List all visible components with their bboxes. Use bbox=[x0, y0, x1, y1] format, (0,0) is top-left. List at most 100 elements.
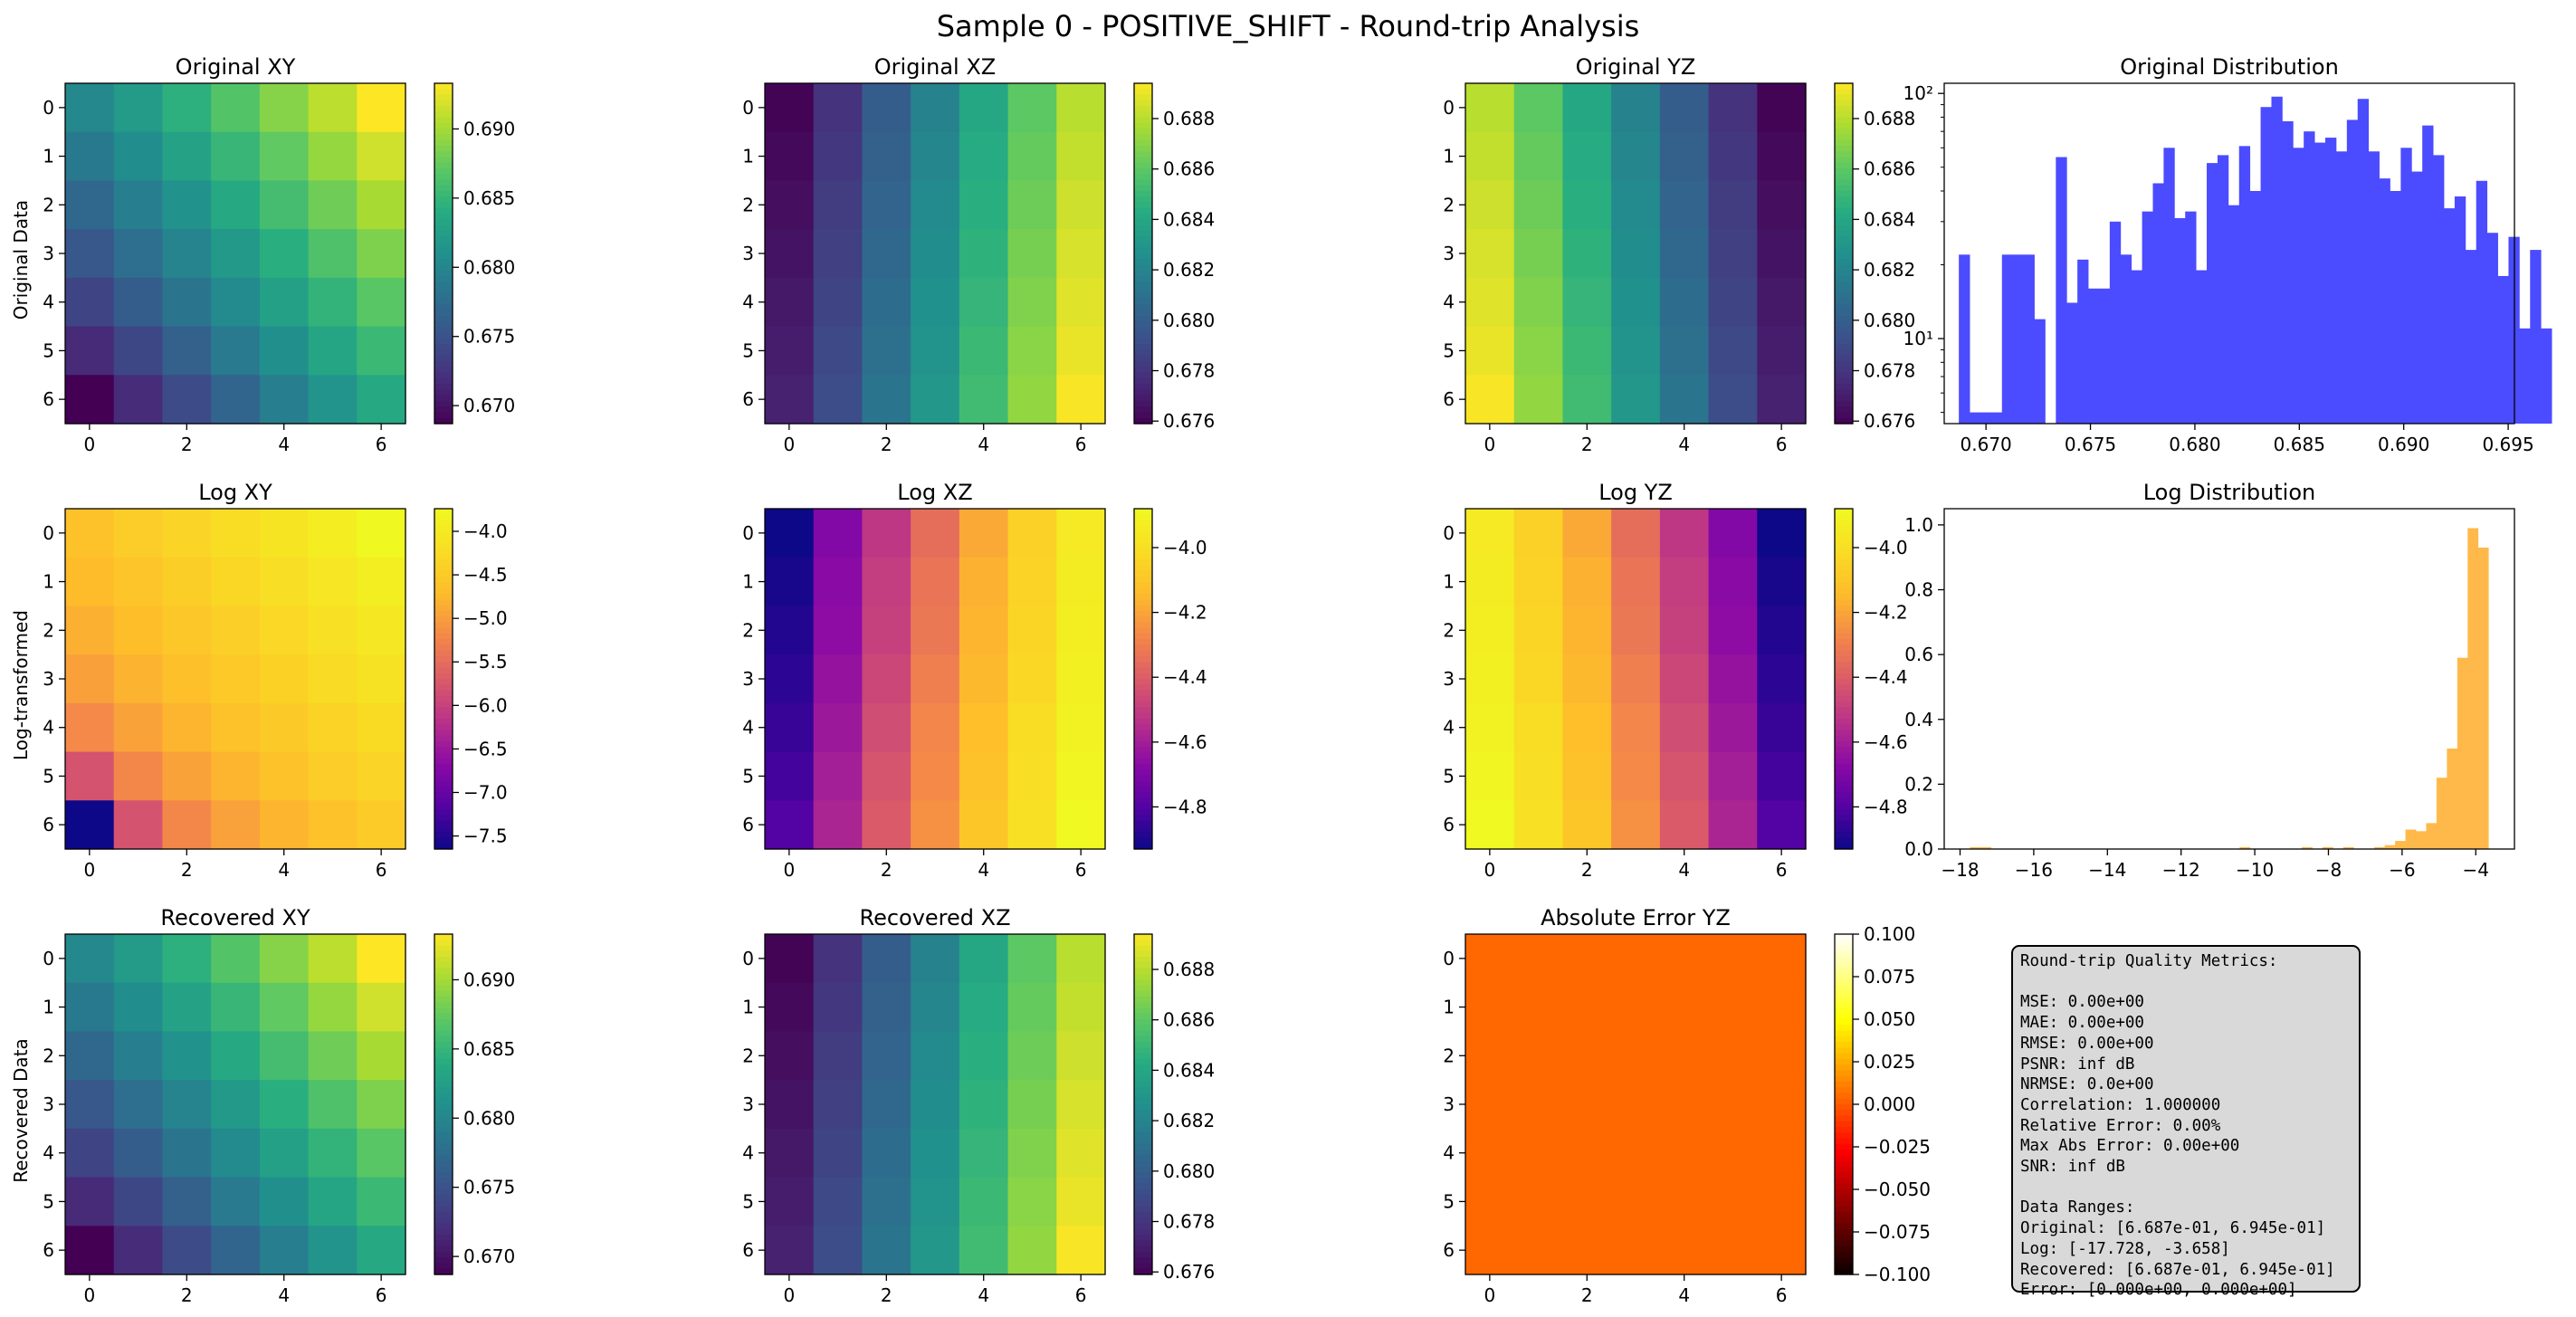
histogram-bar bbox=[2400, 148, 2412, 425]
colorbar-segment bbox=[1835, 673, 1853, 680]
histogram-bar bbox=[2374, 846, 2386, 849]
x-tick-label: 4 bbox=[1678, 859, 1690, 881]
colorbar-segment bbox=[434, 548, 453, 555]
heatmap-cell bbox=[308, 1031, 358, 1081]
colorbar-segment bbox=[434, 129, 453, 135]
heatmap-cell bbox=[1757, 751, 1807, 801]
colorbar-segment bbox=[1835, 264, 1853, 272]
histogram-bar bbox=[2447, 748, 2458, 849]
heatmap-cell bbox=[959, 1031, 1009, 1081]
colorbar-segment bbox=[1835, 1104, 1853, 1111]
colorbar-segment bbox=[434, 1064, 453, 1071]
colorbar-segment bbox=[1835, 610, 1853, 617]
heatmap-cell bbox=[1465, 1226, 1515, 1275]
heatmap-cell bbox=[1562, 1177, 1612, 1226]
colorbar: −4.0 −4.5 −5.0 −5.5 −6.0 −6.5 −7.0 −7.5 bbox=[434, 508, 508, 850]
colorbar-segment bbox=[1835, 1115, 1853, 1122]
colorbar-segment bbox=[434, 587, 453, 595]
heatmap-cell bbox=[308, 606, 358, 655]
heatmap-cell bbox=[113, 1177, 164, 1226]
colorbar-segment bbox=[1134, 605, 1152, 612]
heatmap-cell bbox=[1659, 654, 1710, 704]
colorbar-segment bbox=[1134, 747, 1152, 754]
heatmap-cell bbox=[211, 702, 261, 753]
colorbar-segment bbox=[1835, 1030, 1853, 1037]
histogram-bar bbox=[2357, 99, 2370, 424]
heatmap-cell bbox=[1611, 1226, 1661, 1275]
y-tick-label: 0.2 bbox=[1904, 773, 1933, 795]
x-tick-label: −6 bbox=[2389, 859, 2415, 881]
heatmap-cell bbox=[1708, 751, 1758, 801]
colorbar-tick-label: 0.685 bbox=[463, 187, 515, 209]
x-tick-label: 0 bbox=[783, 1284, 795, 1306]
colorbar-segment bbox=[434, 570, 453, 577]
colorbar-tick-label: 0.688 bbox=[1163, 959, 1215, 980]
colorbar-segment bbox=[1835, 644, 1853, 652]
histogram-bar bbox=[2293, 148, 2304, 425]
colorbar-segment bbox=[1134, 644, 1152, 652]
colorbar-segment bbox=[434, 111, 453, 119]
x-tick-label: 0 bbox=[83, 859, 95, 881]
heatmap-cell bbox=[259, 180, 310, 230]
y-tick-label: 4 bbox=[1443, 291, 1455, 313]
y-tick-label: 0 bbox=[742, 948, 754, 969]
colorbar-segment bbox=[434, 616, 453, 623]
colorbar-tick-label: −5.0 bbox=[463, 607, 508, 629]
heatmap-cell bbox=[1056, 1080, 1106, 1130]
colorbar-segment bbox=[434, 179, 453, 186]
x-tick-label: 4 bbox=[278, 434, 290, 455]
heatmap-cell bbox=[357, 751, 406, 801]
histogram-bar bbox=[2098, 288, 2111, 424]
heatmap-cell bbox=[113, 83, 164, 133]
heatmap-cell bbox=[1562, 375, 1612, 425]
colorbar-segment bbox=[1134, 735, 1152, 742]
histogram-bar bbox=[2497, 275, 2509, 424]
colorbar-segment bbox=[1835, 196, 1853, 204]
colorbar-segment bbox=[434, 1172, 453, 1179]
colorbar-segment bbox=[1134, 310, 1152, 317]
heatmap-cell bbox=[259, 606, 310, 655]
colorbar-segment bbox=[1134, 752, 1152, 759]
row-label-recovered: Recovered Data bbox=[10, 1038, 32, 1183]
colorbar-segment bbox=[1835, 1160, 1853, 1168]
colorbar-segment bbox=[434, 339, 453, 345]
heatmap-cell bbox=[862, 800, 911, 850]
heatmap-cell bbox=[1056, 326, 1106, 376]
heatmap-cell bbox=[211, 800, 261, 850]
x-tick-label: 6 bbox=[1776, 434, 1788, 455]
colorbar-segment bbox=[434, 843, 453, 850]
x-tick-label: 4 bbox=[278, 859, 290, 881]
colorbar-segment bbox=[434, 769, 453, 777]
colorbar-segment bbox=[434, 655, 453, 663]
colorbar-tick-label: 0.686 bbox=[1163, 158, 1215, 180]
colorbar-segment bbox=[434, 832, 453, 839]
heatmap-cell bbox=[1659, 1128, 1710, 1179]
colorbar-segment bbox=[1134, 1075, 1152, 1083]
plot-frame bbox=[1943, 82, 2515, 425]
colorbar-segment bbox=[434, 122, 453, 129]
y-tick-label: 6 bbox=[1443, 1239, 1455, 1261]
colorbar-segment bbox=[434, 219, 453, 226]
heatmap-cell bbox=[813, 702, 863, 753]
colorbar-segment bbox=[434, 764, 453, 770]
colorbar-segment bbox=[1134, 1110, 1152, 1117]
metrics-box: Round-trip Quality Metrics: MSE: 0.00e+0… bbox=[2011, 945, 2361, 1299]
colorbar-segment bbox=[434, 582, 453, 589]
colorbar-segment bbox=[434, 1166, 453, 1173]
colorbar-tick-label: 0.075 bbox=[1864, 966, 1915, 988]
heatmap-cell bbox=[259, 654, 310, 704]
heatmap-cell bbox=[1659, 557, 1710, 607]
y-tick-label: 2 bbox=[43, 1045, 54, 1066]
y-tick-label: 6 bbox=[43, 1239, 54, 1261]
heatmap-cell bbox=[1611, 1031, 1661, 1081]
colorbar-segment bbox=[1835, 1223, 1853, 1230]
heatmap-cell bbox=[1708, 509, 1758, 558]
figure-title: Sample 0 - POSITIVE_SHIFT - Round-trip A… bbox=[937, 9, 1640, 43]
colorbar-tick-label: −4.6 bbox=[1163, 731, 1207, 753]
y-tick-label: 2 bbox=[742, 619, 754, 641]
histogram-bar bbox=[2196, 270, 2208, 424]
colorbar-segment bbox=[1134, 247, 1152, 254]
heatmap-cell bbox=[1659, 1080, 1710, 1130]
heatmap-cell bbox=[1611, 557, 1661, 607]
